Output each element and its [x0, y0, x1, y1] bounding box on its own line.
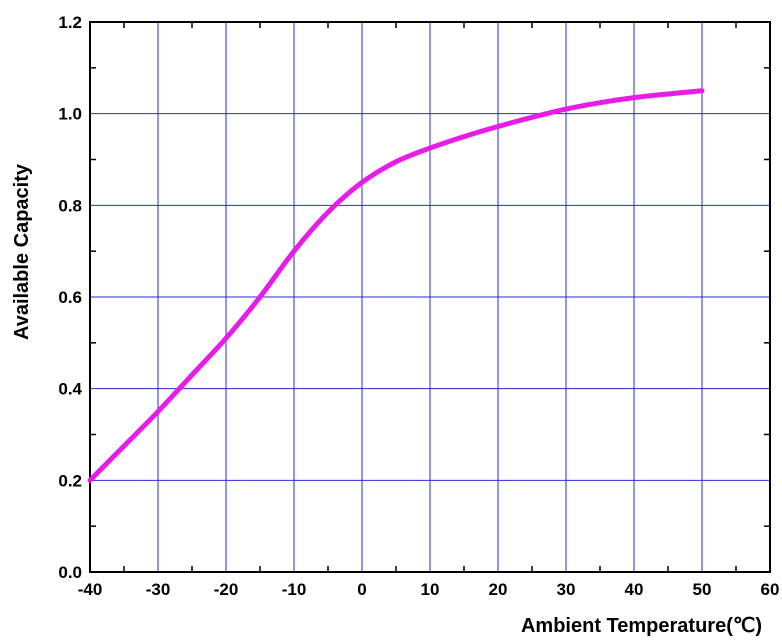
plot-frame — [89, 21, 771, 573]
x-tick-label: 0 — [357, 580, 366, 599]
x-tick-label: -20 — [214, 580, 239, 599]
series-layer — [87, 88, 705, 483]
x-tick-label: 40 — [625, 580, 644, 599]
y-axis-title: Available Capacity — [11, 163, 33, 340]
x-tick-label: 20 — [489, 580, 508, 599]
plot-border — [89, 21, 771, 573]
y-tick-label: 1.0 — [58, 105, 82, 124]
grid-lines — [90, 22, 770, 572]
x-tick-label: -30 — [146, 580, 171, 599]
x-axis-title: Ambient Temperature(℃) — [521, 615, 762, 637]
x-tick-labels: -40 -30 -20 -10 0 10 20 30 40 50 60 — [78, 580, 780, 599]
x-tick-label: 60 — [761, 580, 780, 599]
x-tick-label: 10 — [421, 580, 440, 599]
y-tick-label: 0.2 — [58, 471, 82, 490]
y-tick-label: 0.8 — [58, 196, 82, 215]
y-tick-label: 0.4 — [58, 380, 82, 399]
x-tick-label: -10 — [282, 580, 307, 599]
y-tick-labels: 0.0 0.2 0.4 0.6 0.8 1.0 1.2 — [58, 13, 82, 582]
x-tick-label: 50 — [693, 580, 712, 599]
x-tick-label: -40 — [78, 580, 103, 599]
minor-ticks — [90, 22, 770, 572]
x-tick-label: 30 — [557, 580, 576, 599]
y-tick-label: 0.6 — [58, 288, 82, 307]
y-tick-label: 1.2 — [58, 13, 82, 32]
y-tick-label: 0.0 — [58, 563, 82, 582]
capacity-curve — [87, 88, 705, 483]
